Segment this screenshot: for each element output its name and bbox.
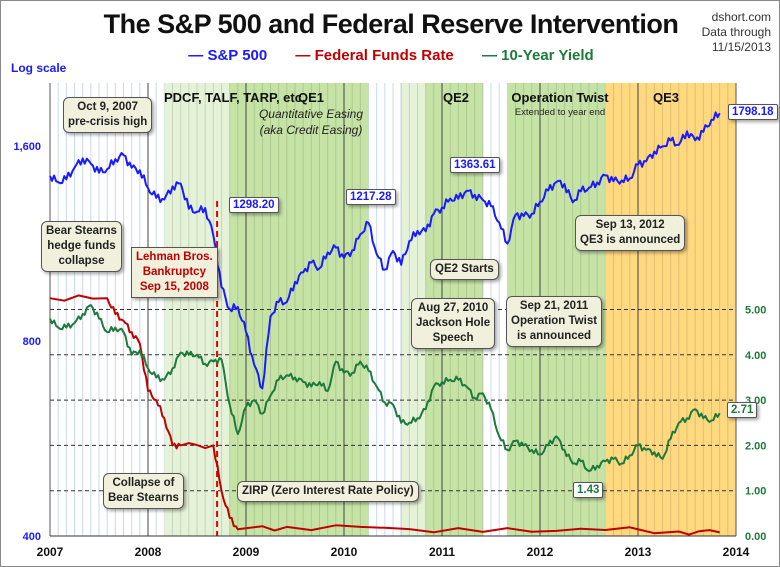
x-tick-label: 2008 — [135, 545, 162, 559]
x-tick-label: 2013 — [625, 545, 652, 559]
callout-lehman: Lehman Bros. Bankruptcy Sep 15, 2008 — [131, 247, 218, 298]
region-sublabel: Extended to year end — [514, 107, 606, 118]
x-tick-label: 2009 — [233, 545, 260, 559]
source-date: 11/15/2013 — [711, 40, 771, 54]
legend-label: Federal Funds Rate — [314, 47, 454, 64]
callout-bear-hedge-funds: Bear Stearns hedge funds collapse — [41, 221, 122, 272]
callout-line: Bear Stearns — [108, 492, 179, 504]
callout-line: Sep 15, 2008 — [139, 281, 209, 293]
callout-line: Lehman Bros. — [136, 251, 213, 263]
left-y-tick-label: 400 — [23, 531, 41, 543]
source-site: dshort.com — [711, 10, 771, 24]
region-sublabel: Quantitative Easing — [258, 107, 364, 121]
x-tick-label: 2014 — [723, 545, 750, 559]
left-y-tick-label: 800 — [23, 336, 41, 348]
right-y-tick-label: 4.00 — [745, 350, 766, 362]
callout-line: Oct 9, 2007 — [77, 101, 138, 113]
callout-line: Bear Stearns — [46, 225, 117, 237]
legend-yield: — 10-Year Yield — [481, 47, 594, 64]
region-label-qe2: QE2 — [442, 90, 469, 105]
region-label-qe3: QE3 — [652, 90, 679, 105]
value-label-1363: 1363.61 — [450, 157, 500, 173]
callout-line: collapse — [58, 255, 105, 267]
value-label-1798: 1798.18 — [728, 104, 778, 120]
fed-funds-line — [49, 294, 720, 536]
region-label-twist: Operation Twist — [511, 90, 609, 105]
callout-line: Aug 27, 2010 — [417, 302, 489, 314]
callout-line: Bankruptcy — [142, 266, 206, 278]
right-y-tick-label: 2.00 — [745, 440, 766, 452]
ten-year-yield-line — [49, 304, 721, 473]
x-tick-label: 2010 — [331, 545, 358, 559]
x-tick-label: 2012 — [527, 545, 554, 559]
value-label-1217: 1217.28 — [346, 189, 396, 205]
log-scale-note: Log scale — [11, 61, 67, 75]
callout-line: Sep 21, 2011 — [519, 300, 589, 312]
callout-line: Collapse of — [112, 477, 175, 489]
callout-qe2-starts: QE2 Starts — [430, 259, 499, 280]
left-y-tick-label: 1,600 — [13, 141, 41, 153]
callout-line: Sep 13, 2012 — [595, 219, 665, 231]
region-label-qe1: QE1 — [297, 90, 324, 105]
callout-operation-twist: Sep 21, 2011 Operation Twist is announced — [506, 296, 603, 347]
source-note: dshort.com Data through 11/15/2013 — [702, 10, 771, 55]
value-label-271: 2.71 — [727, 402, 758, 418]
legend-fed: — Federal Funds Rate — [295, 47, 454, 64]
legend: — S&P 500 — Federal Funds Rate — 10-Year… — [1, 47, 779, 64]
callout-pre-crisis-high: Oct 9, 2007 pre-crisis high — [63, 97, 153, 133]
legend-sp500: — S&P 500 — [188, 47, 268, 64]
callout-line: Speech — [432, 332, 474, 344]
region-label-pdcf: PDCF, TALF, TARP, etc. — [164, 90, 306, 105]
right-y-tick-label: 0.00 — [745, 531, 766, 543]
right-y-tick-label: 1.00 — [745, 486, 766, 498]
x-tick-label: 2011 — [429, 545, 455, 559]
value-label-1298: 1298.20 — [229, 197, 279, 213]
source-data-through: Data through — [701, 25, 771, 39]
region-sublabel: (aka Credit Easing) — [259, 123, 363, 137]
callout-line: hedge funds — [47, 240, 116, 252]
legend-label: S&P 500 — [207, 47, 268, 64]
callout-line: pre-crisis high — [68, 116, 148, 128]
callout-line: Jackson Hole — [416, 317, 491, 329]
callout-line: is announced — [516, 330, 592, 342]
legend-label: 10-Year Yield — [501, 47, 594, 64]
callout-zirp: ZIRP (Zero Interest Rate Policy) — [237, 481, 419, 502]
chart-title: The S&P 500 and Federal Reserve Interven… — [103, 9, 679, 39]
callout-bear-collapse: Collapse of Bear Stearns — [103, 473, 184, 509]
callout-qe3-announced: Sep 13, 2012 QE3 is announced — [575, 215, 686, 251]
x-tick-label: 2007 — [37, 545, 64, 559]
callout-line: Operation Twist — [511, 315, 598, 327]
value-label-143: 1.43 — [573, 482, 604, 498]
sp500-line — [49, 111, 721, 390]
right-y-tick-label: 5.00 — [745, 305, 766, 317]
callout-line: QE3 is announced — [580, 234, 681, 246]
callout-jackson-hole: Aug 27, 2010 Jackson Hole Speech — [411, 298, 496, 349]
